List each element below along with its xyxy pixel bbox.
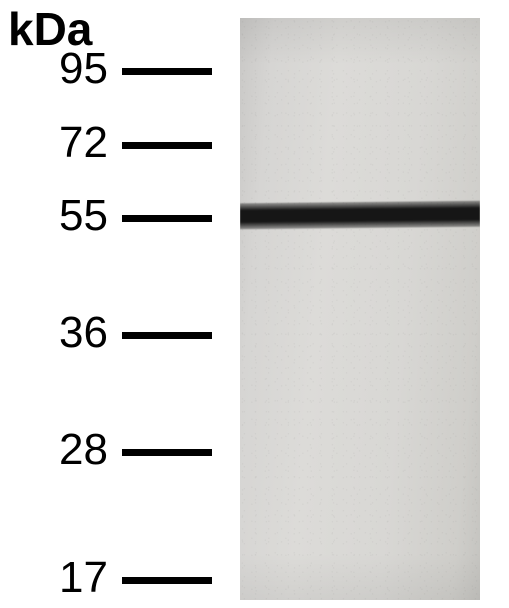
mw-tick-55 [122,215,212,222]
mw-tick-36 [122,332,212,339]
mw-label-17: 17 [0,553,108,603]
mw-tick-95 [122,68,212,75]
protein-band-1 [240,201,480,230]
lane-noise-texture [240,18,480,600]
blot-figure: kDa 957255362817 [0,0,509,608]
mw-tick-17 [122,577,212,584]
blot-lane [240,18,480,600]
mw-label-36: 36 [0,308,108,358]
mw-tick-72 [122,142,212,149]
mw-label-55: 55 [0,191,108,241]
mw-label-72: 72 [0,118,108,168]
mw-tick-28 [122,449,212,456]
mw-label-95: 95 [0,44,108,94]
mw-label-28: 28 [0,425,108,475]
